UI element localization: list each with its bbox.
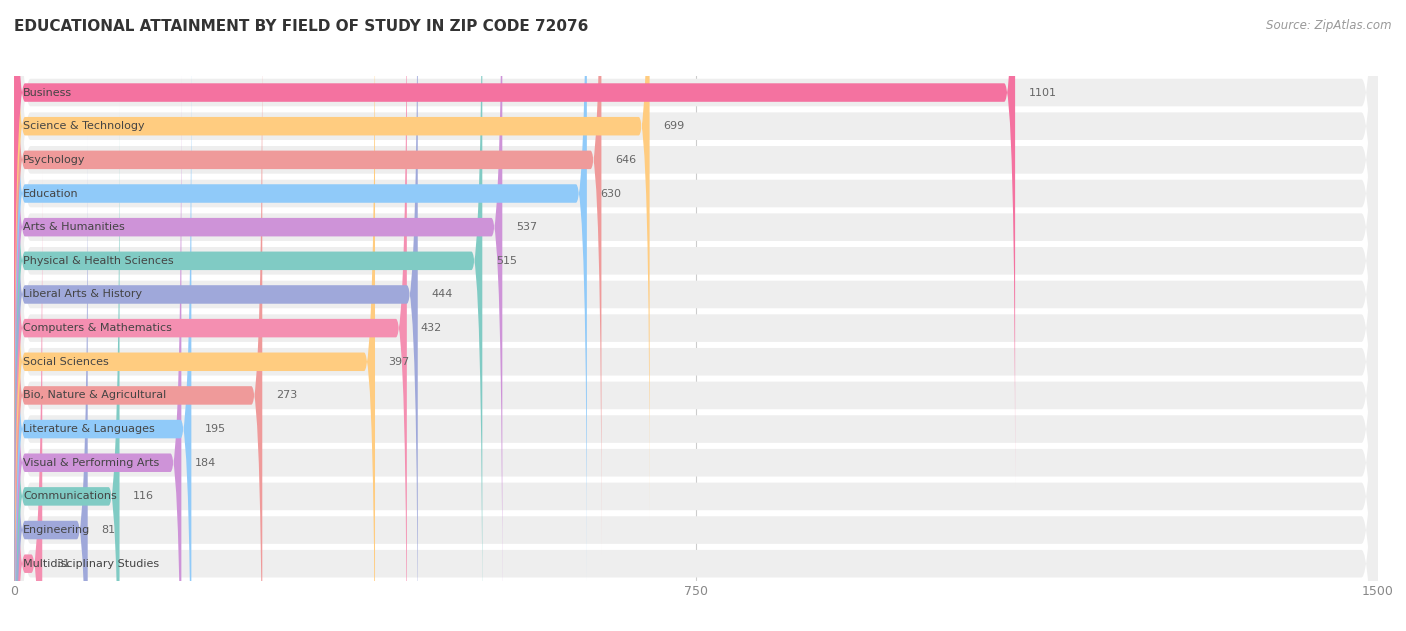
FancyBboxPatch shape — [14, 1, 263, 631]
FancyBboxPatch shape — [14, 0, 1378, 631]
Text: 432: 432 — [420, 323, 441, 333]
Text: 537: 537 — [516, 222, 537, 232]
Text: Bio, Nature & Agricultural: Bio, Nature & Agricultural — [22, 391, 166, 401]
FancyBboxPatch shape — [14, 0, 1378, 631]
Text: 184: 184 — [195, 457, 217, 468]
FancyBboxPatch shape — [14, 0, 1378, 631]
Text: Physical & Health Sciences: Physical & Health Sciences — [22, 256, 174, 266]
Text: 116: 116 — [134, 492, 155, 502]
Text: Engineering: Engineering — [22, 525, 90, 535]
FancyBboxPatch shape — [14, 0, 1015, 487]
FancyBboxPatch shape — [14, 0, 1378, 631]
Text: Multidisciplinary Studies: Multidisciplinary Studies — [22, 558, 159, 569]
FancyBboxPatch shape — [14, 0, 1378, 631]
Text: 31: 31 — [56, 558, 70, 569]
FancyBboxPatch shape — [14, 0, 1378, 631]
FancyBboxPatch shape — [14, 0, 482, 631]
Text: 630: 630 — [600, 189, 621, 199]
Text: Social Sciences: Social Sciences — [22, 357, 108, 367]
FancyBboxPatch shape — [14, 0, 602, 555]
FancyBboxPatch shape — [14, 0, 1378, 631]
FancyBboxPatch shape — [14, 0, 1378, 631]
FancyBboxPatch shape — [14, 169, 42, 631]
Text: EDUCATIONAL ATTAINMENT BY FIELD OF STUDY IN ZIP CODE 72076: EDUCATIONAL ATTAINMENT BY FIELD OF STUDY… — [14, 19, 589, 34]
Text: 273: 273 — [276, 391, 297, 401]
Text: Visual & Performing Arts: Visual & Performing Arts — [22, 457, 159, 468]
FancyBboxPatch shape — [14, 0, 502, 622]
FancyBboxPatch shape — [14, 0, 418, 631]
FancyBboxPatch shape — [14, 0, 406, 631]
Text: Source: ZipAtlas.com: Source: ZipAtlas.com — [1267, 19, 1392, 32]
FancyBboxPatch shape — [14, 0, 1378, 631]
Text: Communications: Communications — [22, 492, 117, 502]
FancyBboxPatch shape — [14, 0, 1378, 631]
FancyBboxPatch shape — [14, 0, 1378, 631]
FancyBboxPatch shape — [14, 0, 1378, 631]
FancyBboxPatch shape — [14, 0, 1378, 631]
Text: 195: 195 — [205, 424, 226, 434]
Text: Education: Education — [22, 189, 79, 199]
FancyBboxPatch shape — [14, 0, 375, 631]
FancyBboxPatch shape — [14, 0, 1378, 631]
Text: 699: 699 — [664, 121, 685, 131]
Text: Psychology: Psychology — [22, 155, 86, 165]
FancyBboxPatch shape — [14, 0, 650, 521]
Text: 81: 81 — [101, 525, 115, 535]
Text: Liberal Arts & History: Liberal Arts & History — [22, 290, 142, 300]
FancyBboxPatch shape — [14, 136, 87, 631]
Text: 646: 646 — [614, 155, 636, 165]
FancyBboxPatch shape — [14, 0, 1378, 631]
Text: Arts & Humanities: Arts & Humanities — [22, 222, 125, 232]
FancyBboxPatch shape — [14, 102, 120, 631]
FancyBboxPatch shape — [14, 68, 181, 631]
Text: Business: Business — [22, 88, 72, 98]
Text: Science & Technology: Science & Technology — [22, 121, 145, 131]
Text: 397: 397 — [388, 357, 411, 367]
Text: Computers & Mathematics: Computers & Mathematics — [22, 323, 172, 333]
FancyBboxPatch shape — [14, 35, 191, 631]
FancyBboxPatch shape — [14, 0, 586, 588]
Text: Literature & Languages: Literature & Languages — [22, 424, 155, 434]
Text: 1101: 1101 — [1029, 88, 1057, 98]
Text: 444: 444 — [432, 290, 453, 300]
Text: 515: 515 — [496, 256, 517, 266]
